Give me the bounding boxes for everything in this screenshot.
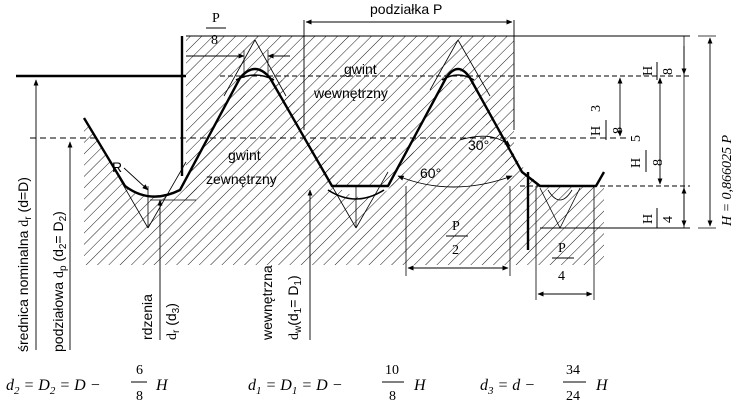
svg-text:10: 10 bbox=[385, 363, 399, 378]
formula-d2: d2 = D2 = D − 6 8 H bbox=[6, 363, 169, 404]
angle-60-label: 60° bbox=[420, 165, 441, 181]
formula-d3: d3 = d − 34 24 H bbox=[480, 363, 609, 404]
frac-p4: P 4 bbox=[552, 241, 574, 284]
nominal-diameter-label: średnica nominalna dr (d=D) bbox=[15, 177, 34, 352]
external-thread-label-2: zewnętrzny bbox=[206, 171, 277, 187]
frac-h38: 3 H 8 bbox=[589, 105, 626, 140]
internal-thread-label-2: wewnętrzny bbox=[313, 85, 388, 101]
height-formula-label: H = 0,866025 P bbox=[720, 134, 735, 227]
svg-text:H: H bbox=[155, 377, 169, 394]
inner-diameter-label: wewnętrzna bbox=[259, 265, 275, 341]
frac-p8: P 8 bbox=[206, 11, 226, 48]
svg-text:24: 24 bbox=[566, 389, 580, 404]
external-thread-hatch bbox=[84, 80, 604, 265]
frac-p2: P 2 bbox=[446, 219, 468, 258]
svg-text:3: 3 bbox=[589, 105, 604, 112]
svg-text:H: H bbox=[629, 158, 644, 168]
thread-profile-line bbox=[82, 67, 606, 198]
svg-text:8: 8 bbox=[211, 33, 218, 48]
svg-text:P: P bbox=[558, 241, 566, 256]
svg-text:8: 8 bbox=[661, 68, 676, 75]
svg-text:P: P bbox=[212, 11, 220, 26]
svg-text:34: 34 bbox=[566, 363, 580, 378]
pitch-label: podziałka P bbox=[370, 1, 442, 17]
construction-lines bbox=[109, 39, 581, 229]
frac-h8: H 8 bbox=[641, 62, 676, 80]
core-diameter-symbol: dr (d3) bbox=[163, 303, 182, 340]
radius-label: R bbox=[112, 159, 122, 175]
frac-h58: 5 H 8 bbox=[629, 135, 666, 172]
internal-thread-hatch bbox=[186, 36, 514, 210]
svg-text:d3 = d −: d3 = d − bbox=[480, 377, 535, 397]
formula-d1: d1 = D1 = D − 10 8 H bbox=[248, 363, 427, 404]
svg-text:H: H bbox=[641, 66, 656, 76]
internal-thread-label-1: gwint bbox=[344, 61, 377, 77]
inner-diameter-symbol: dw(d1= D1) bbox=[285, 275, 304, 340]
external-thread-label-1: gwint bbox=[228, 147, 261, 163]
svg-text:2: 2 bbox=[452, 243, 459, 258]
svg-text:5: 5 bbox=[629, 135, 644, 142]
svg-text:8: 8 bbox=[389, 389, 396, 404]
svg-text:8: 8 bbox=[611, 127, 626, 134]
svg-text:6: 6 bbox=[136, 363, 143, 378]
svg-text:H: H bbox=[595, 377, 609, 394]
svg-text:8: 8 bbox=[651, 159, 666, 166]
svg-text:P: P bbox=[452, 219, 460, 234]
svg-text:H: H bbox=[589, 126, 604, 136]
svg-text:4: 4 bbox=[661, 216, 676, 223]
frac-h4: H 4 bbox=[641, 208, 676, 228]
svg-text:H: H bbox=[641, 214, 656, 224]
angle-30-label: 30° bbox=[468, 137, 489, 153]
svg-text:8: 8 bbox=[136, 389, 143, 404]
svg-text:d2 = D2 = D −: d2 = D2 = D − bbox=[6, 377, 101, 397]
svg-text:4: 4 bbox=[558, 269, 565, 284]
svg-text:H: H bbox=[413, 377, 427, 394]
core-diameter-label: rdzenia bbox=[139, 294, 155, 340]
pitch-diameter-label: podziałowa dp (d2= D2) bbox=[50, 211, 69, 352]
svg-text:d1 = D1 = D −: d1 = D1 = D − bbox=[248, 377, 343, 397]
